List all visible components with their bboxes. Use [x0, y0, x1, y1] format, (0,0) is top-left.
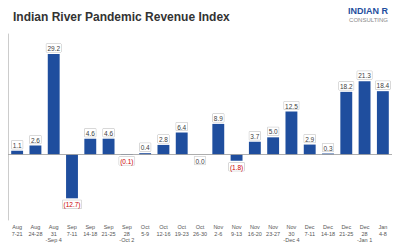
svg-text:7-11: 7-11 — [67, 231, 78, 237]
svg-text:2.8: 2.8 — [159, 136, 168, 143]
svg-text:16-20: 16-20 — [248, 231, 262, 237]
svg-text:Oct: Oct — [141, 224, 150, 230]
svg-text:23-27: 23-27 — [266, 231, 280, 237]
svg-text:Nov: Nov — [250, 224, 260, 230]
svg-text:12-16: 12-16 — [156, 231, 170, 237]
svg-text:Oct: Oct — [177, 224, 186, 230]
svg-text:Nov: Nov — [213, 224, 223, 230]
svg-text:Jan: Jan — [378, 224, 387, 230]
svg-text:Dec: Dec — [360, 224, 370, 230]
svg-text:2-6: 2-6 — [214, 231, 222, 237]
svg-text:CONSULTING: CONSULTING — [349, 17, 388, 23]
svg-text:6.4: 6.4 — [177, 124, 186, 131]
svg-text:19-23: 19-23 — [175, 231, 189, 237]
svg-text:14-18: 14-18 — [83, 231, 97, 237]
svg-text:1.1: 1.1 — [13, 142, 22, 149]
svg-text:5.0: 5.0 — [269, 128, 278, 135]
svg-text:0.3: 0.3 — [323, 145, 332, 152]
svg-text:28: 28 — [362, 231, 368, 237]
svg-text:-Sep 4: -Sep 4 — [46, 237, 62, 243]
svg-text:Nov: Nov — [268, 224, 278, 230]
svg-text:21-25: 21-25 — [339, 231, 353, 237]
svg-text:24-28: 24-28 — [28, 231, 42, 237]
svg-text:(12.7): (12.7) — [64, 201, 81, 209]
svg-text:(1.8): (1.8) — [230, 164, 243, 172]
svg-text:-Dec 4: -Dec 4 — [283, 237, 299, 243]
svg-text:INDIAN R: INDIAN R — [348, 6, 388, 16]
svg-text:4-8: 4-8 — [379, 231, 387, 237]
svg-text:3.7: 3.7 — [250, 133, 259, 140]
svg-text:12.5: 12.5 — [285, 103, 298, 110]
svg-text:Sep: Sep — [122, 224, 132, 230]
svg-text:9-13: 9-13 — [231, 231, 242, 237]
svg-text:Oct: Oct — [196, 224, 205, 230]
svg-text:Aug: Aug — [31, 224, 41, 230]
svg-text:2.9: 2.9 — [305, 136, 314, 143]
svg-text:4.6: 4.6 — [86, 130, 95, 137]
svg-text:18.4: 18.4 — [377, 82, 390, 89]
svg-text:18.2: 18.2 — [340, 83, 353, 90]
svg-text:Indian River Pandemic Revenue: Indian River Pandemic Revenue Index — [13, 10, 230, 24]
svg-text:4.6: 4.6 — [104, 130, 113, 137]
svg-text:Aug: Aug — [12, 224, 22, 230]
svg-text:Sep: Sep — [104, 224, 114, 230]
svg-text:31: 31 — [51, 231, 57, 237]
svg-text:(0.1): (0.1) — [120, 158, 133, 166]
svg-text:21.3: 21.3 — [358, 72, 371, 79]
svg-text:0.4: 0.4 — [141, 144, 150, 151]
svg-text:29.2: 29.2 — [47, 45, 60, 52]
svg-text:7-21: 7-21 — [12, 231, 23, 237]
svg-text:Oct: Oct — [159, 224, 168, 230]
svg-text:30: 30 — [288, 231, 294, 237]
svg-text:5-9: 5-9 — [141, 231, 149, 237]
svg-text:Sep: Sep — [67, 224, 77, 230]
svg-text:14-18: 14-18 — [321, 231, 335, 237]
svg-text:Sep: Sep — [85, 224, 95, 230]
svg-text:0.0: 0.0 — [195, 158, 204, 165]
svg-text:7-11: 7-11 — [304, 231, 315, 237]
svg-text:-Jan 1: -Jan 1 — [357, 237, 372, 243]
svg-text:Nov: Nov — [287, 224, 297, 230]
svg-text:Aug: Aug — [49, 224, 59, 230]
svg-text:Dec: Dec — [305, 224, 315, 230]
svg-text:2.6: 2.6 — [31, 137, 40, 144]
svg-text:Nov: Nov — [232, 224, 242, 230]
svg-text:28: 28 — [124, 231, 130, 237]
svg-text:21-25: 21-25 — [102, 231, 116, 237]
svg-text:26-30: 26-30 — [193, 231, 207, 237]
svg-text:Dec: Dec — [323, 224, 333, 230]
svg-text:-Oct 2: -Oct 2 — [119, 237, 134, 243]
svg-text:Dec: Dec — [341, 224, 351, 230]
svg-text:8.9: 8.9 — [214, 115, 223, 122]
